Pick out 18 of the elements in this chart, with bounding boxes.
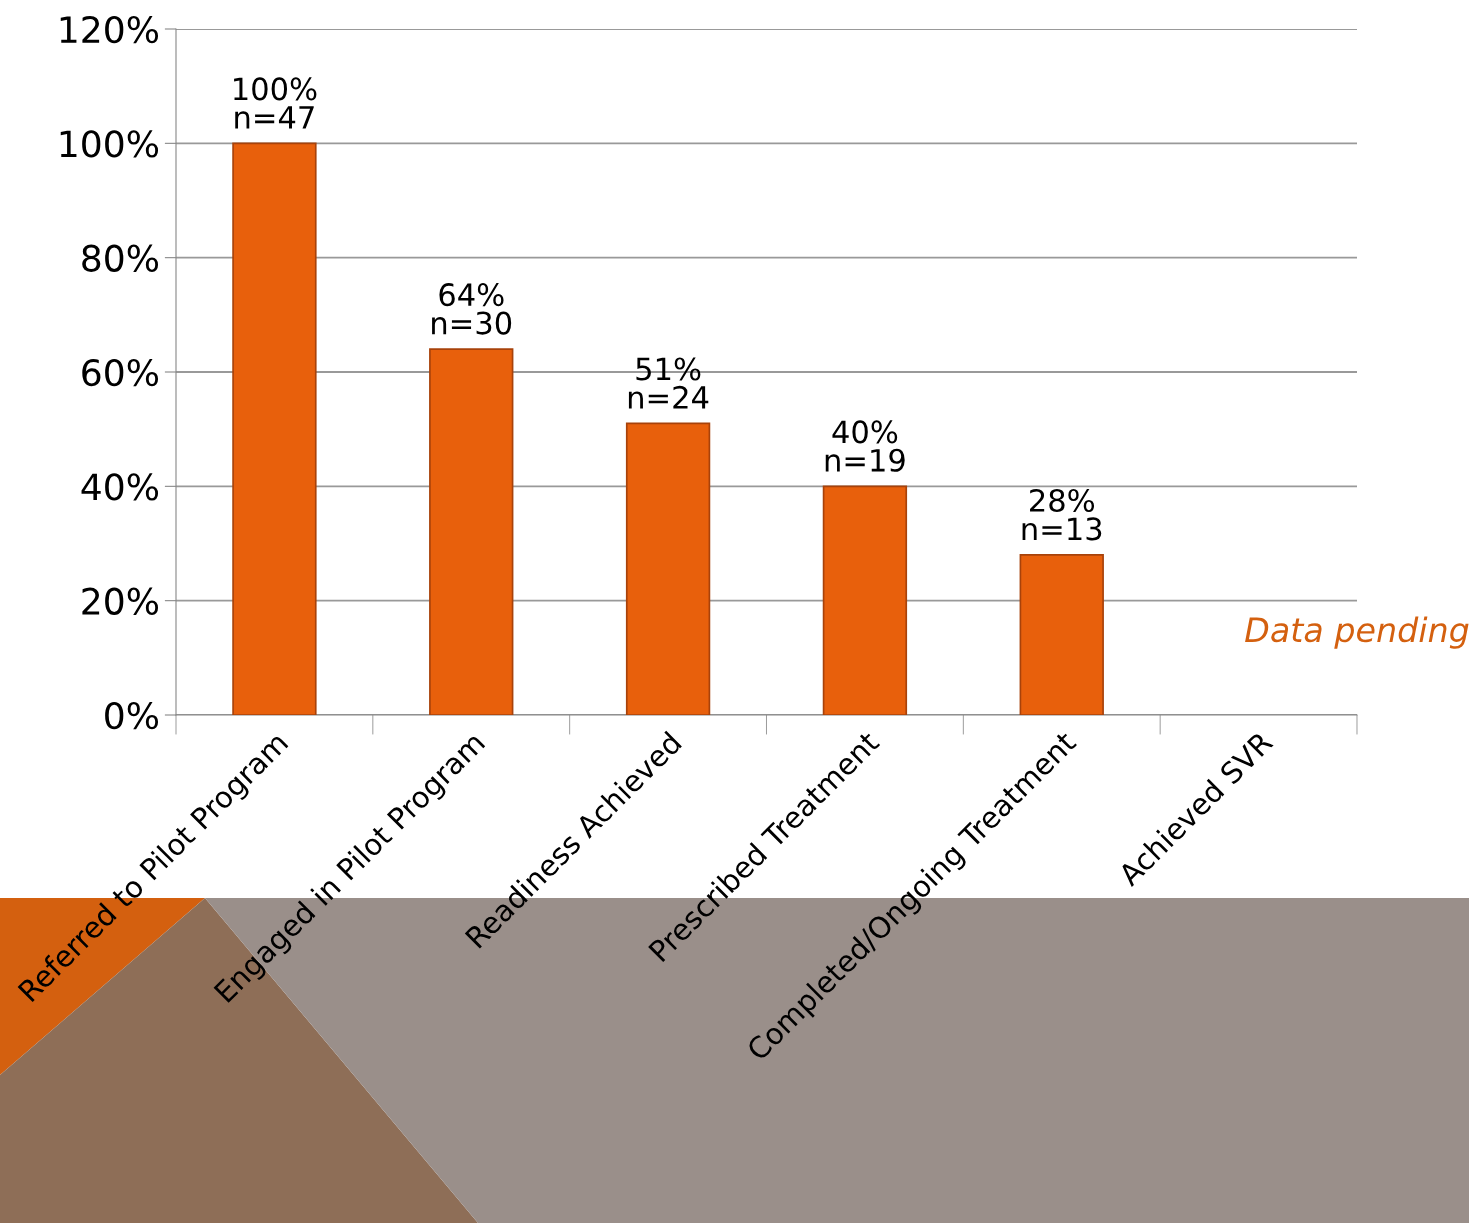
bar: [625, 422, 711, 715]
data-label: 40% n=19: [825, 420, 905, 472]
y-tick-label: 100%: [60, 130, 159, 158]
y-tick-label: 80%: [82, 244, 159, 272]
data-label: 100% n=47: [234, 77, 317, 129]
data-label: 51% n=24: [628, 357, 709, 409]
y-tick-label: 60%: [82, 358, 159, 387]
bar: [1019, 554, 1104, 715]
bar: [232, 142, 317, 715]
data-label: 64% n=30: [432, 283, 512, 335]
y-tick-label: 120%: [60, 15, 159, 44]
y-tick-label: 40%: [81, 473, 159, 501]
bar: [429, 348, 514, 715]
y-tick-label: 0%: [105, 701, 159, 730]
bar: [822, 485, 908, 715]
y-tick-label: 20%: [82, 587, 159, 615]
annotation: Data pending: [1245, 616, 1469, 649]
data-label: 28% n=13: [1022, 488, 1102, 541]
